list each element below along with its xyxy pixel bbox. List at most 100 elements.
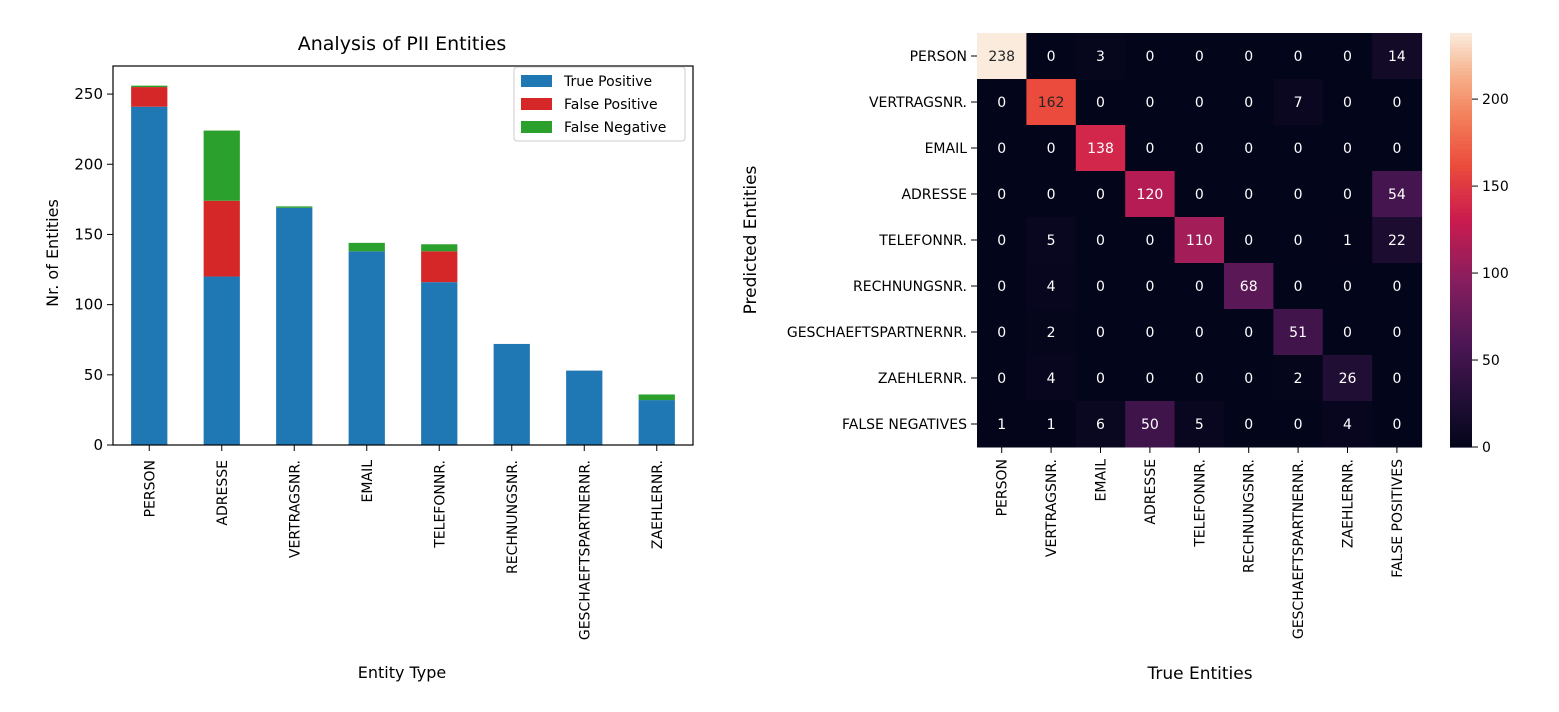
heatmap-cell xyxy=(1273,401,1324,448)
heatmap-cell xyxy=(1174,401,1225,448)
heatmap-cell-value: 0 xyxy=(1244,325,1253,341)
colorbar-segment xyxy=(1450,433,1472,438)
heatmap-cell xyxy=(1273,79,1324,126)
colorbar-segment xyxy=(1450,412,1472,417)
heatmap-cell xyxy=(1026,309,1077,356)
colorbar-segment xyxy=(1450,388,1472,393)
colorbar-segment xyxy=(1450,350,1472,355)
heatmap-cell-value: 0 xyxy=(1047,187,1056,203)
heatmap-cell xyxy=(1075,309,1126,356)
colorbar-segment xyxy=(1450,298,1472,303)
heatmap-cell-value: 0 xyxy=(1392,141,1401,157)
heatmap-cell-value: 0 xyxy=(1195,95,1204,111)
heatmap-cell-value: 0 xyxy=(1096,325,1105,341)
colorbar-segment xyxy=(1450,153,1472,158)
colorbar-segment xyxy=(1450,160,1472,165)
heatmap-cell-value: 51 xyxy=(1289,325,1307,341)
bar-chart-ylabel: Nr. of Entities xyxy=(43,199,62,307)
heatmap-cell-value: 6 xyxy=(1096,417,1105,433)
heatmap-cell xyxy=(1322,125,1373,172)
heatmap-cell-value: 0 xyxy=(997,233,1006,249)
heatmap-cell xyxy=(977,263,1027,310)
heatmap-cell xyxy=(1372,125,1423,172)
heatmap-cell xyxy=(1174,33,1225,80)
colorbar-segment xyxy=(1450,105,1472,110)
bar-y-tick-label: 200 xyxy=(74,155,103,173)
heatmap-cell-value: 0 xyxy=(1047,49,1056,65)
heatmap-cell xyxy=(1372,171,1423,218)
heatmap-cell xyxy=(977,309,1027,356)
heatmap-cell xyxy=(1273,309,1324,356)
colorbar-segment xyxy=(1450,346,1472,351)
heatmap-cell xyxy=(1026,355,1077,402)
colorbar-segment xyxy=(1450,250,1472,255)
colorbar-segment xyxy=(1450,371,1472,376)
colorbar-segment xyxy=(1450,122,1472,127)
colorbar-segment xyxy=(1450,312,1472,317)
heatmap-cell xyxy=(1174,171,1225,218)
bar-chart-xlabel: Entity Type xyxy=(358,663,447,682)
heatmap-cell xyxy=(1125,355,1176,402)
colorbar-segment xyxy=(1450,81,1472,86)
colorbar-segment xyxy=(1450,229,1472,234)
heatmap-y-tick-label: PERSON xyxy=(910,49,967,65)
heatmap-y-tick-label: EMAIL xyxy=(925,141,968,157)
bar-false-negative-email xyxy=(348,242,385,252)
colorbar-segment xyxy=(1450,202,1472,207)
heatmap-cell-value: 0 xyxy=(1145,233,1154,249)
colorbar-segment xyxy=(1450,39,1472,44)
heatmap-cell xyxy=(1224,263,1274,310)
colorbar-segment xyxy=(1450,426,1472,431)
bar-plot-area: PERSON ADRESSE VERTRAGSNR. EMAIL TELEFONNR. R… xyxy=(74,65,694,640)
colorbar-segment xyxy=(1450,46,1472,51)
colorbar-segment xyxy=(1450,208,1472,213)
bar-true-positive-telefonnr xyxy=(421,282,458,445)
colorbar-tick-label: 50 xyxy=(1482,353,1500,369)
heatmap-cell-value: 0 xyxy=(1343,187,1352,203)
colorbar-segment xyxy=(1450,257,1472,262)
heatmap-cell-value: 7 xyxy=(1294,95,1303,111)
colorbar-segment xyxy=(1450,36,1472,41)
bar-x-tick-label: VERTRAGSNR. xyxy=(287,460,303,558)
heatmap-cell-value: 1 xyxy=(997,417,1006,433)
colorbar-segment xyxy=(1450,157,1472,162)
heatmap-y-tick-label: TELEFONNR. xyxy=(878,233,967,249)
heatmap-cell-value: 162 xyxy=(1038,95,1065,111)
heatmap-cell-value: 22 xyxy=(1388,233,1406,249)
colorbar-segment xyxy=(1450,326,1472,331)
colorbar-segment xyxy=(1450,309,1472,314)
colorbar-segment xyxy=(1450,112,1472,117)
heatmap-x-tick-label: GESCHAEFTSPARTNERNR. xyxy=(1291,459,1307,639)
colorbar-segment xyxy=(1450,181,1472,186)
colorbar-segment xyxy=(1450,57,1472,62)
bar-legend-swatch xyxy=(521,75,552,87)
colorbar-segment xyxy=(1450,305,1472,310)
bar-false-negative-adresse xyxy=(203,130,240,201)
heatmap-cell xyxy=(1125,401,1176,448)
heatmap-y-tick-label: VERTRAGSNR. xyxy=(869,95,967,111)
colorbar-segment xyxy=(1450,233,1472,238)
bar-true-positive-geschaeftspartnernr xyxy=(566,370,603,445)
heatmap-cell-value: 0 xyxy=(1195,325,1204,341)
colorbar-segment xyxy=(1450,367,1472,372)
heatmap-cell-value: 0 xyxy=(1294,141,1303,157)
heatmap-cell xyxy=(1026,79,1077,126)
colorbar-segment xyxy=(1450,95,1472,100)
heatmap-cell-value: 0 xyxy=(1047,141,1056,157)
colorbar-segment xyxy=(1450,429,1472,434)
colorbar-segment xyxy=(1450,102,1472,107)
colorbar-segment xyxy=(1450,84,1472,89)
colorbar-segment xyxy=(1450,336,1472,341)
heatmap-x-tick-label: FALSE POSITIVES xyxy=(1390,459,1406,578)
heatmap-cell xyxy=(1322,171,1373,218)
bar-x-tick-label: PERSON xyxy=(142,460,158,517)
colorbar-segment xyxy=(1450,184,1472,189)
colorbar-segment xyxy=(1450,133,1472,138)
bar-y-tick-label: 150 xyxy=(74,225,103,243)
bar-x-tick-label: TELEFONNR. xyxy=(432,460,448,549)
colorbar-segment xyxy=(1450,267,1472,272)
heatmap-cell xyxy=(1026,125,1077,172)
bar-chart-title: Analysis of PII Entities xyxy=(298,33,506,55)
bar-false-negative-vertragsnr xyxy=(276,206,313,208)
heatmap-cell-value: 0 xyxy=(997,187,1006,203)
